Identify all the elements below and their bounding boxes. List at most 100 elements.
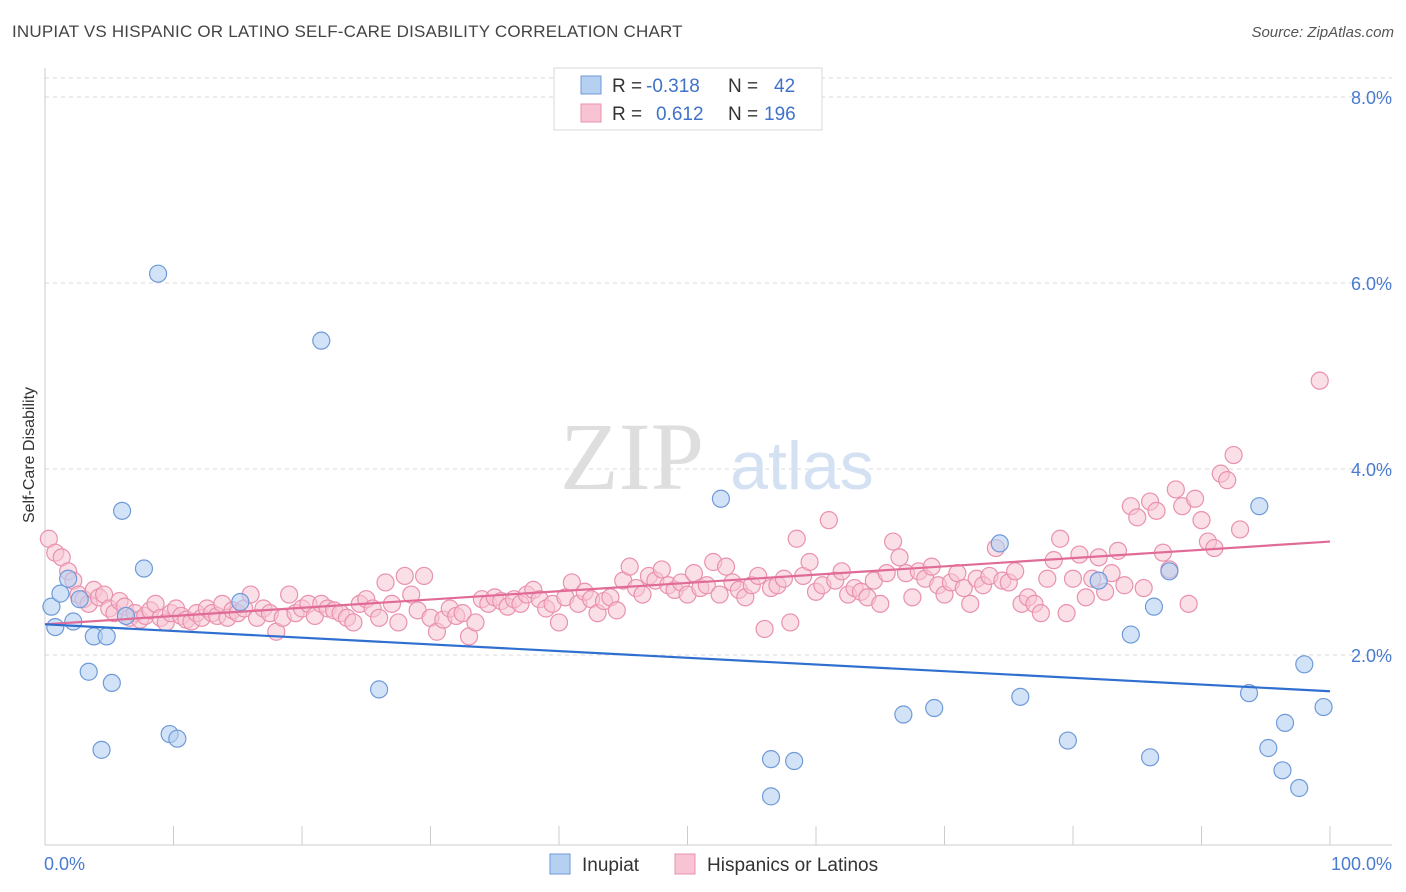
- hispanic-point-95: [607, 601, 626, 620]
- inupiat-point-40: [1295, 655, 1314, 674]
- hispanic-point-123: [787, 529, 806, 548]
- legend-r-value-2: 0.612: [656, 104, 704, 125]
- hispanic-point-130: [832, 562, 851, 581]
- hispanic-point-138: [883, 532, 903, 551]
- inupiat-point-38: [1275, 713, 1295, 732]
- watermark: ZIP atlas: [560, 403, 874, 510]
- hispanic-point-125: [800, 552, 819, 572]
- hispanic-point-97: [620, 557, 639, 576]
- inupiat-point-24: [894, 705, 913, 724]
- hispanic-point-164: [1051, 529, 1070, 548]
- inupiat-point-22: [761, 787, 781, 806]
- inupiat-point-21: [761, 750, 781, 769]
- hispanic-point-58: [370, 608, 389, 627]
- inupiat-point-30: [1121, 625, 1140, 644]
- hispanic-point-184: [1179, 594, 1198, 613]
- hispanic-point-54: [344, 613, 363, 632]
- hispanic-point-192: [1230, 520, 1250, 539]
- legend-r-value-1: -0.318: [646, 76, 700, 97]
- x-tick-label-max: 100.0%: [1331, 854, 1392, 874]
- inupiat-point-32: [1144, 597, 1164, 616]
- inupiat-point-12: [116, 606, 136, 626]
- inupiat-point-1: [46, 617, 65, 637]
- hispanic-point-149: [954, 578, 973, 598]
- hispanic-point-167: [1070, 545, 1089, 564]
- inupiat-point-29: [1089, 571, 1108, 590]
- hispanic-point-71: [453, 604, 472, 623]
- hispanic-point-59: [376, 573, 395, 592]
- hispanic-point-141: [903, 588, 922, 607]
- hispanic-point-139: [890, 548, 909, 567]
- hispanic-point-61: [389, 613, 408, 632]
- inupiat-point-17: [231, 592, 250, 612]
- inupiat-point-16: [168, 729, 187, 748]
- x-tick-label-min: 0.0%: [44, 854, 85, 874]
- hispanic-point-191: [1224, 445, 1243, 465]
- inupiat-point-11: [112, 501, 132, 520]
- inupiat-point-2: [51, 584, 70, 603]
- hispanic-point-99: [633, 585, 652, 604]
- tick-labels: 2.0% 4.0% 6.0% 8.0% 0.0% 100.0%: [44, 88, 1392, 874]
- hispanic-point-168: [1076, 588, 1095, 607]
- hispanic-point-60: [382, 594, 402, 613]
- hispanic-point-165: [1057, 604, 1076, 623]
- inupiat-point-35: [1250, 497, 1269, 516]
- legend-n-label-2: N =: [728, 104, 758, 125]
- inupiat-trend-line: [44, 623, 1331, 693]
- hispanic-point-117: [749, 566, 768, 586]
- hispanic-point-121: [774, 569, 793, 588]
- inupiat-point-8: [92, 740, 111, 759]
- inupiat-point-37: [1273, 761, 1292, 780]
- hispanic-point-186: [1192, 511, 1211, 530]
- hispanic-point-122: [781, 613, 800, 632]
- hispanic-point-86: [549, 613, 569, 632]
- hispanic-point-62: [395, 566, 414, 586]
- inupiat-point-9: [97, 627, 116, 646]
- inupiat-point-26: [990, 534, 1009, 553]
- legend-n-value-2: 196: [764, 104, 796, 125]
- hispanic-point-174: [1115, 576, 1134, 595]
- hispanic-point-185: [1185, 489, 1205, 508]
- inupiat-point-3: [59, 569, 78, 588]
- correlation-legend: R = -0.318 N = 42 R = 0.612 N = 196: [553, 67, 823, 131]
- inupiat-point-5: [70, 590, 89, 609]
- inupiat-point-36: [1259, 738, 1278, 758]
- chart-source: Source: ZipAtlas.com: [1251, 24, 1394, 41]
- hispanic-trend-line: [44, 540, 1331, 626]
- legend-swatch-hispanic: [580, 103, 602, 123]
- watermark-zip: ZIP: [560, 403, 704, 510]
- hispanic-point-44: [280, 585, 299, 604]
- inupiat-point-28: [1058, 731, 1077, 750]
- watermark-atlas: atlas: [730, 428, 874, 504]
- legend-n-label-1: N =: [728, 76, 758, 97]
- hispanic-point-179: [1147, 501, 1166, 520]
- hispanic-point-176: [1128, 508, 1147, 527]
- y-tick-label-1: 4.0%: [1351, 460, 1392, 480]
- inupiat-point-33: [1160, 562, 1179, 581]
- hispanic-point-118: [755, 619, 774, 639]
- y-tick-label-0: 2.0%: [1351, 646, 1392, 666]
- hispanic-point-162: [1038, 569, 1057, 588]
- hispanic-point-166: [1063, 569, 1083, 588]
- inupiat-point-20: [711, 489, 731, 508]
- inupiat-point-14: [148, 264, 168, 283]
- inupiat-point-31: [1140, 748, 1160, 767]
- hispanic-point-136: [871, 594, 890, 613]
- inupiat-point-41: [1314, 697, 1333, 717]
- hispanic-point-63: [402, 585, 421, 604]
- hispanic-point-177: [1134, 578, 1153, 598]
- inupiat-point-6: [79, 662, 98, 681]
- legend-n-value-1: 42: [774, 76, 795, 97]
- inupiat-point-34: [1239, 684, 1259, 703]
- bottom-legend-label-hispanic: Hispanics or Latinos: [707, 855, 878, 876]
- inupiat-point-13: [134, 559, 154, 578]
- hispanic-point-190: [1218, 471, 1237, 490]
- legend-r-label-2: R =: [612, 104, 642, 125]
- legend-swatch-inupiat: [580, 75, 602, 95]
- y-axis-title: Self-Care Disability: [21, 387, 38, 523]
- inupiat-point-0: [42, 597, 61, 616]
- hispanic-point-112: [716, 557, 736, 576]
- hispanic-point-182: [1166, 480, 1185, 499]
- chart-title: INUPIAT VS HISPANIC OR LATINO SELF-CARE …: [12, 22, 683, 41]
